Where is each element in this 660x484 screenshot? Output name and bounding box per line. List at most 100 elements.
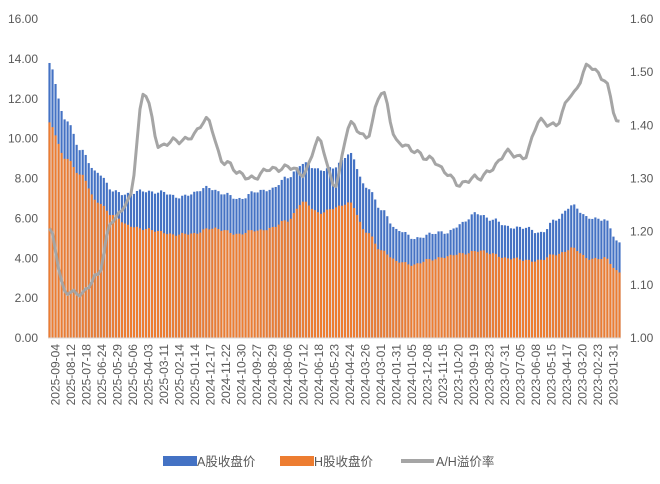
bar-h <box>512 258 516 338</box>
bar-h <box>383 250 386 338</box>
bar-h <box>594 257 597 338</box>
y-left-tick-label: 2.00 <box>15 291 39 305</box>
bar-h <box>93 199 96 338</box>
x-tick-label: 2024-12-17 <box>204 344 218 406</box>
legend-swatch-h <box>280 456 314 466</box>
bar-h <box>292 213 295 338</box>
bar-h <box>340 205 344 338</box>
bar-h <box>564 251 567 338</box>
bar-h <box>500 257 503 338</box>
bar-h <box>316 212 319 338</box>
bar-h <box>419 263 422 338</box>
bar-h <box>81 174 84 338</box>
bar-h <box>129 226 133 338</box>
bar-h <box>506 258 509 338</box>
bar-h <box>78 174 81 338</box>
bar-h <box>350 202 353 338</box>
bar-h <box>600 259 603 338</box>
bar-h <box>280 220 283 338</box>
bar-h <box>362 229 365 338</box>
bar-h <box>126 224 129 338</box>
bar-h <box>253 231 256 338</box>
bar-h <box>455 254 458 338</box>
series-ratio-line <box>48 62 620 298</box>
bar-h <box>443 258 446 338</box>
bar-h <box>208 229 211 338</box>
x-tick-label: 2023-10-20 <box>451 344 465 406</box>
bar-h <box>283 220 286 338</box>
bar-h <box>244 232 247 338</box>
bar-h <box>485 252 488 338</box>
bar-h <box>552 254 555 338</box>
bar-h <box>193 232 196 338</box>
bar-h <box>117 218 120 338</box>
bar-h <box>181 232 184 338</box>
bar-h <box>371 236 374 338</box>
x-tick-label: 2025-02-14 <box>173 344 187 406</box>
bar-h <box>365 232 368 338</box>
y-right-tick-label: 1.00 <box>630 331 654 345</box>
bar-h <box>175 235 178 338</box>
bar-h <box>567 250 570 338</box>
bar-h <box>156 230 160 338</box>
bar-h <box>555 255 558 338</box>
bar-h <box>401 262 404 338</box>
x-tick-label: 2023-01-31 <box>606 344 620 406</box>
bar-h <box>289 218 292 338</box>
bar-h <box>187 234 190 338</box>
bar-h <box>482 250 485 338</box>
bar-h <box>220 230 223 338</box>
bar-h <box>573 247 576 338</box>
x-tick-label: 2025-09-04 <box>49 344 63 406</box>
y-left-axis: 0.00 2.00 4.00 6.00 8.00 10.00 12.00 14.00 16.00 <box>8 12 38 345</box>
x-tick-label: 2024-08-06 <box>281 344 295 406</box>
legend-label-ratio: A/H溢价率 <box>436 454 494 469</box>
x-tick-label: 2024-04-24 <box>343 344 357 406</box>
y-left-tick-label: 0.00 <box>15 331 39 345</box>
x-tick-label: 2025-05-06 <box>126 344 140 406</box>
x-tick-label: 2025-06-24 <box>95 344 109 406</box>
bar-h <box>259 229 262 338</box>
bar-h <box>618 272 621 338</box>
bar-h <box>298 205 301 338</box>
bar-h <box>509 259 513 338</box>
ratio-line <box>48 62 620 298</box>
bar-h <box>353 208 356 338</box>
bar-h <box>60 152 63 338</box>
legend: A股收盘价 H股收盘价 A/H溢价率 <box>163 454 494 469</box>
bar-h <box>518 259 522 338</box>
bar-h <box>271 226 274 338</box>
y-right-tick-label: 1.50 <box>630 65 654 79</box>
bar-h <box>241 234 244 338</box>
bar-h <box>597 259 600 338</box>
bar-h <box>374 243 377 338</box>
bar-h <box>576 251 579 338</box>
bar-h <box>533 261 537 338</box>
y-left-tick-label: 4.00 <box>15 251 39 265</box>
y-right-tick-label: 1.60 <box>630 12 654 26</box>
bar-h <box>612 267 615 338</box>
bar-h <box>389 257 392 338</box>
x-tick-label: 2024-01-31 <box>389 344 403 406</box>
bar-h <box>521 260 525 338</box>
legend-label-a: A股收盘价 <box>197 454 256 469</box>
y-left-tick-label: 12.00 <box>8 92 38 106</box>
x-tick-label: 2023-09-19 <box>467 344 481 406</box>
x-tick-label: 2024-09-27 <box>250 344 264 406</box>
bar-h <box>147 228 151 338</box>
x-tick-label: 2024-07-12 <box>297 344 311 406</box>
series-h-bars <box>48 122 621 339</box>
bar-h <box>247 230 250 338</box>
y-left-tick-label: 6.00 <box>15 211 39 225</box>
x-tick-label: 2023-06-08 <box>529 344 543 406</box>
x-tick-label: 2023-05-15 <box>544 344 558 406</box>
bar-h <box>72 166 75 338</box>
bar-h <box>437 257 440 338</box>
bar-h <box>120 222 123 338</box>
x-tick-label: 2023-07-31 <box>498 344 512 406</box>
bar-h <box>313 210 316 338</box>
legend-swatch-a <box>163 456 197 466</box>
bar-h <box>331 209 335 338</box>
bar-h <box>172 234 175 338</box>
bar-h <box>256 230 259 338</box>
